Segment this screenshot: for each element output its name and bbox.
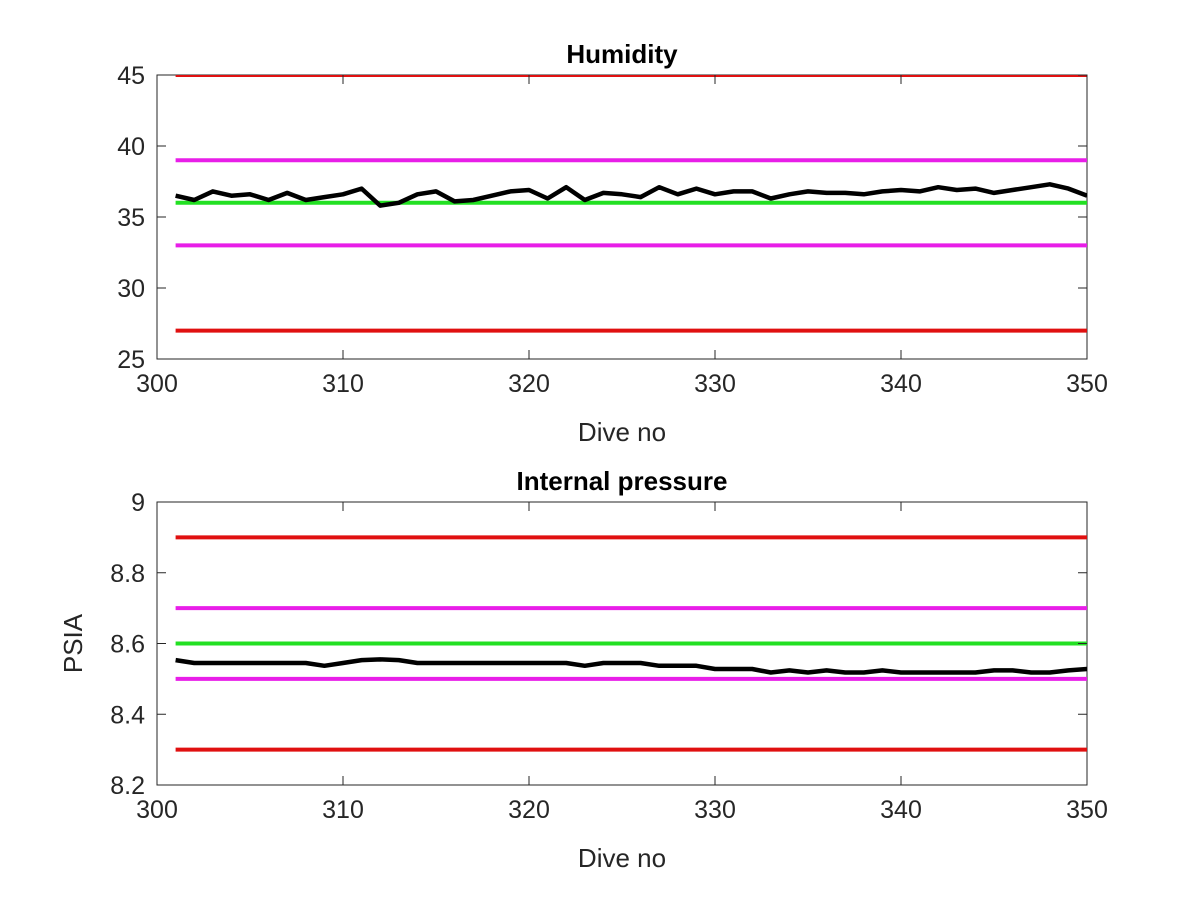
x-tick-label: 310 <box>322 370 364 398</box>
y-axis-label: PSIA <box>58 613 88 673</box>
x-tick-label: 340 <box>880 370 922 398</box>
y-tick-label: 9 <box>131 489 145 517</box>
x-tick-label: 320 <box>508 370 550 398</box>
y-tick-label: 25 <box>117 346 145 374</box>
x-tick-label: 340 <box>880 796 922 824</box>
chart-panel-2: 300 310 320 330 340 350 8.2 8.4 8.6 8.8 9 Internal … <box>58 466 1108 873</box>
chart-title: Internal pressure <box>517 466 728 496</box>
y-tick-label: 30 <box>117 275 145 303</box>
series-line-1 <box>175 182 1087 208</box>
y-tick-label: 8.4 <box>110 701 145 729</box>
y-tick-label: 35 <box>117 204 145 232</box>
x-axis-label: Dive no <box>578 417 666 447</box>
plot-area <box>156 74 1088 360</box>
series-line-1 <box>175 657 1087 675</box>
y-tick-label: 8.6 <box>110 631 145 659</box>
x-tick-label: 330 <box>694 370 736 398</box>
x-tick-label: 350 <box>1066 370 1108 398</box>
x-tick-label: 300 <box>136 796 178 824</box>
y-tick-label: 45 <box>117 62 145 90</box>
x-tick-label: 350 <box>1066 796 1108 824</box>
x-tick-label: 300 <box>136 370 178 398</box>
x-tick-label: 320 <box>508 796 550 824</box>
y-tick-label: 8.2 <box>110 772 145 800</box>
chart-panel-1: 300 310 320 330 340 350 25 30 35 40 45 Humidity Dive… <box>117 39 1108 447</box>
x-axis-label: Dive no <box>578 843 666 873</box>
chart-title: Humidity <box>566 39 678 69</box>
y-tick-label: 40 <box>117 133 145 161</box>
y-tick-label: 8.8 <box>110 560 145 588</box>
x-tick-label: 310 <box>322 796 364 824</box>
x-tick-label: 330 <box>694 796 736 824</box>
